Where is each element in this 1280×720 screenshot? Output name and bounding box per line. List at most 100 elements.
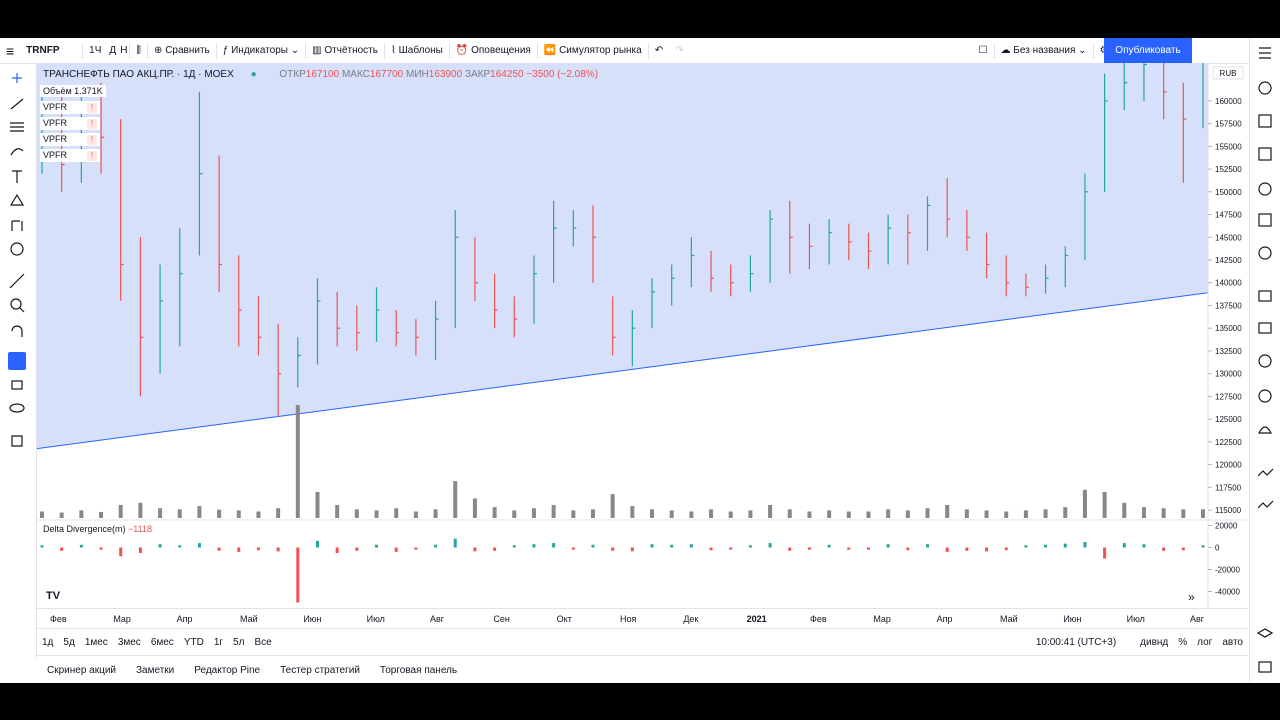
delta-bar [985,547,989,552]
volume-bar [1181,509,1186,518]
volume-bar [709,509,714,518]
range-button[interactable]: 1мес [84,637,108,648]
separator [82,42,84,59]
compare[interactable]: ⊕ Сравнить [154,45,210,56]
volume-bar [1102,491,1107,518]
indicator[interactable]: VPFR! [40,149,101,162]
tab[interactable]: Скринер акций [47,664,117,676]
tab[interactable]: Заметки [136,664,175,676]
delta-tick-label: 0 [1215,544,1220,553]
time-label: 2021 [746,614,767,624]
financials-label: Отчётность [324,45,378,56]
range-button[interactable]: 3мес [117,637,141,648]
financials[interactable]: ▥ Отчётность [312,45,378,56]
range-button[interactable]: 5л [233,637,245,648]
tool-icons[interactable] [8,73,26,447]
separator [1092,42,1094,59]
delta-bar [611,547,615,551]
volume-bar [197,506,202,518]
range-button[interactable]: 6мес [150,637,174,648]
indicators[interactable]: ƒ Индикаторы ⌄ [222,45,300,56]
scale-option[interactable]: лог [1197,637,1213,648]
y-tick-label: 152500 [1215,165,1242,174]
volume-bar [886,509,891,518]
delta-bar [40,545,44,548]
delta-bar [1142,544,1146,548]
trend-fill [37,63,1208,449]
chart[interactable]: 115000 117500 120000 122500 125000 127500 1300… [37,63,1248,608]
currency[interactable]: RUB [1220,69,1237,78]
publish-button[interactable]: Опубликовать [1104,38,1192,63]
volume-bar [571,510,576,518]
delta-bar [237,547,241,552]
volume-bar [807,511,812,518]
layout-toggle[interactable]: ☐ [978,45,988,56]
delta-bar [296,547,300,603]
separator [448,42,450,59]
time-label: Июл [1126,614,1145,624]
tab[interactable]: Торговая панель [379,664,458,676]
templates[interactable]: ⌇ Шаблоны [390,45,443,56]
delta-bar [1201,545,1205,548]
layout-name[interactable]: ☁ Без названия ⌄ [1000,45,1087,56]
time-label: Сен [493,614,510,624]
delta-bar [847,547,851,550]
range-button[interactable]: 1г [213,637,224,648]
currency-box[interactable] [1212,66,1244,80]
volume-bar [1141,507,1146,518]
volume-bar [138,502,143,518]
volume-bar [531,508,536,518]
scale-option[interactable]: % [1178,637,1188,648]
menu[interactable]: ≡ [6,42,15,59]
scale-option[interactable]: авто [1222,637,1243,648]
volume-bar [964,509,969,518]
volume-bar [1063,507,1068,518]
y-tick-label: 160000 [1215,97,1242,106]
drawing-tools [8,73,26,447]
top-toolbar: ≡ TRNFP 1Ч Д Н ⫼ ⊕ Сравнить ƒ Индикаторы… [0,38,1250,64]
tab[interactable]: Тестер стратегий [280,664,360,676]
tab[interactable]: Редактор Pine [194,664,261,676]
delta-bar [1083,542,1087,548]
undo[interactable]: ↶ [654,45,664,56]
volume-bar [99,511,104,518]
volume-bar [1004,511,1009,518]
indicator-name: VPFR [43,118,68,128]
y-tick-label: 150000 [1215,188,1242,197]
time-label: Окт [556,614,572,624]
scroll-right[interactable]: » [1188,590,1195,604]
delta-bar [1181,547,1185,551]
indicator[interactable]: VPFR! [40,133,101,146]
delta-legend: Delta Divergence(m) −1118 [43,524,152,534]
warning: ! [87,135,98,145]
redo[interactable]: ↷ [675,45,684,56]
indicator[interactable]: VPFR! [40,117,101,130]
range-button[interactable]: Все [254,637,272,648]
widget-icons[interactable] [1250,38,1280,683]
scale-option[interactable]: дивнд [1140,637,1169,648]
bar-style[interactable]: ⫼ [136,45,142,56]
y-tick-label: 142500 [1215,256,1242,265]
delta-bar [650,544,654,548]
replay[interactable]: ⏪ Симулятор рынка [543,45,642,56]
delta-bar [630,547,634,552]
indicator[interactable]: VPFR! [40,101,101,114]
range-button[interactable]: YTD [183,637,204,648]
volume-bar [1201,509,1205,518]
range-button[interactable]: 5д [63,637,75,648]
time-label: Июн [1063,614,1082,624]
time-label: Май [1000,614,1018,624]
delta-tick-label: 20000 [1215,522,1238,531]
volume-bar [551,504,556,518]
interval[interactable]: Н [120,45,128,56]
delta-bar [866,547,870,550]
interval[interactable]: 1Ч [89,45,102,56]
symbol[interactable]: TRNFP [26,45,60,56]
alerts[interactable]: ⏰ Оповещения [455,45,531,56]
delta-bar [434,544,438,548]
low-label: МИН [406,69,429,80]
volume-bar [1122,502,1127,518]
interval[interactable]: Д [109,45,117,56]
range-button[interactable]: 1д [42,637,54,648]
status-dot: ● [250,69,257,80]
